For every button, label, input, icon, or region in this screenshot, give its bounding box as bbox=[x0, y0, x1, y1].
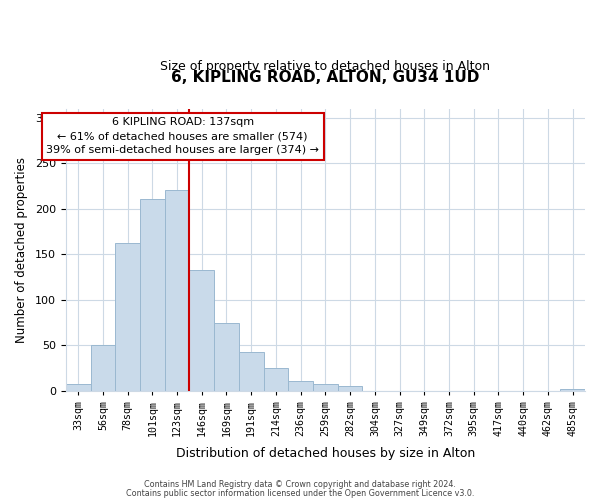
Bar bbox=[338, 386, 362, 391]
Bar bbox=[140, 199, 164, 391]
Bar bbox=[313, 384, 338, 391]
Bar bbox=[214, 322, 239, 391]
Text: 6, KIPLING ROAD, ALTON, GU34 1UD: 6, KIPLING ROAD, ALTON, GU34 1UD bbox=[171, 70, 479, 85]
X-axis label: Distribution of detached houses by size in Alton: Distribution of detached houses by size … bbox=[176, 447, 475, 460]
Text: Contains HM Land Registry data © Crown copyright and database right 2024.: Contains HM Land Registry data © Crown c… bbox=[144, 480, 456, 489]
Text: Contains public sector information licensed under the Open Government Licence v3: Contains public sector information licen… bbox=[126, 488, 474, 498]
Bar bbox=[263, 368, 289, 391]
Bar bbox=[66, 384, 91, 391]
Bar bbox=[164, 190, 190, 391]
Bar bbox=[190, 270, 214, 391]
Bar bbox=[289, 381, 313, 391]
Title: Size of property relative to detached houses in Alton: Size of property relative to detached ho… bbox=[160, 60, 490, 73]
Y-axis label: Number of detached properties: Number of detached properties bbox=[15, 157, 28, 343]
Text: 6 KIPLING ROAD: 137sqm
← 61% of detached houses are smaller (574)
39% of semi-de: 6 KIPLING ROAD: 137sqm ← 61% of detached… bbox=[46, 118, 319, 156]
Bar bbox=[91, 346, 115, 391]
Bar bbox=[560, 389, 585, 391]
Bar bbox=[115, 242, 140, 391]
Bar bbox=[239, 352, 263, 391]
